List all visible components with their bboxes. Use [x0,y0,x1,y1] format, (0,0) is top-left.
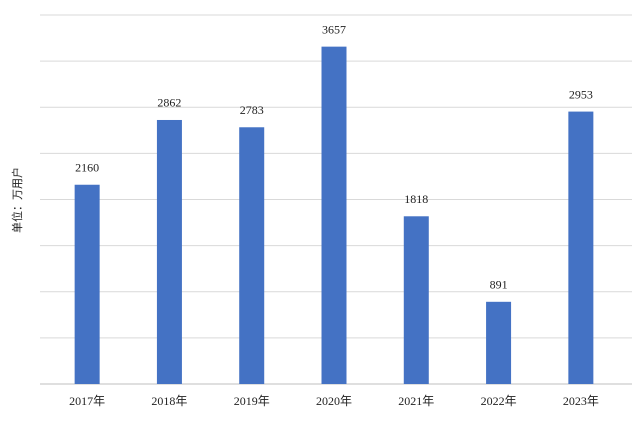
x-tick-label: 2020年 [316,394,352,408]
bar [156,119,182,384]
data-label: 2862 [157,96,181,110]
data-label: 2160 [75,160,99,174]
bar [486,301,512,384]
bar [74,184,100,384]
data-label: 2783 [240,103,264,117]
data-label: 3657 [322,22,346,36]
bar [321,46,347,384]
x-tick-label: 2019年 [234,394,270,408]
x-tick-label: 2022年 [481,394,517,408]
x-tick-label: 2023年 [563,394,599,408]
y-axis-label: 单位：万用户 [10,167,24,233]
x-tick-label: 2017年 [69,394,105,408]
data-label: 1818 [404,192,428,206]
data-label: 2953 [569,87,593,101]
bar [239,127,265,384]
x-tick-label: 2018年 [151,394,187,408]
bar [403,216,429,384]
x-tick-label: 2021年 [398,394,434,408]
data-label: 891 [490,278,508,292]
bar [568,111,594,384]
